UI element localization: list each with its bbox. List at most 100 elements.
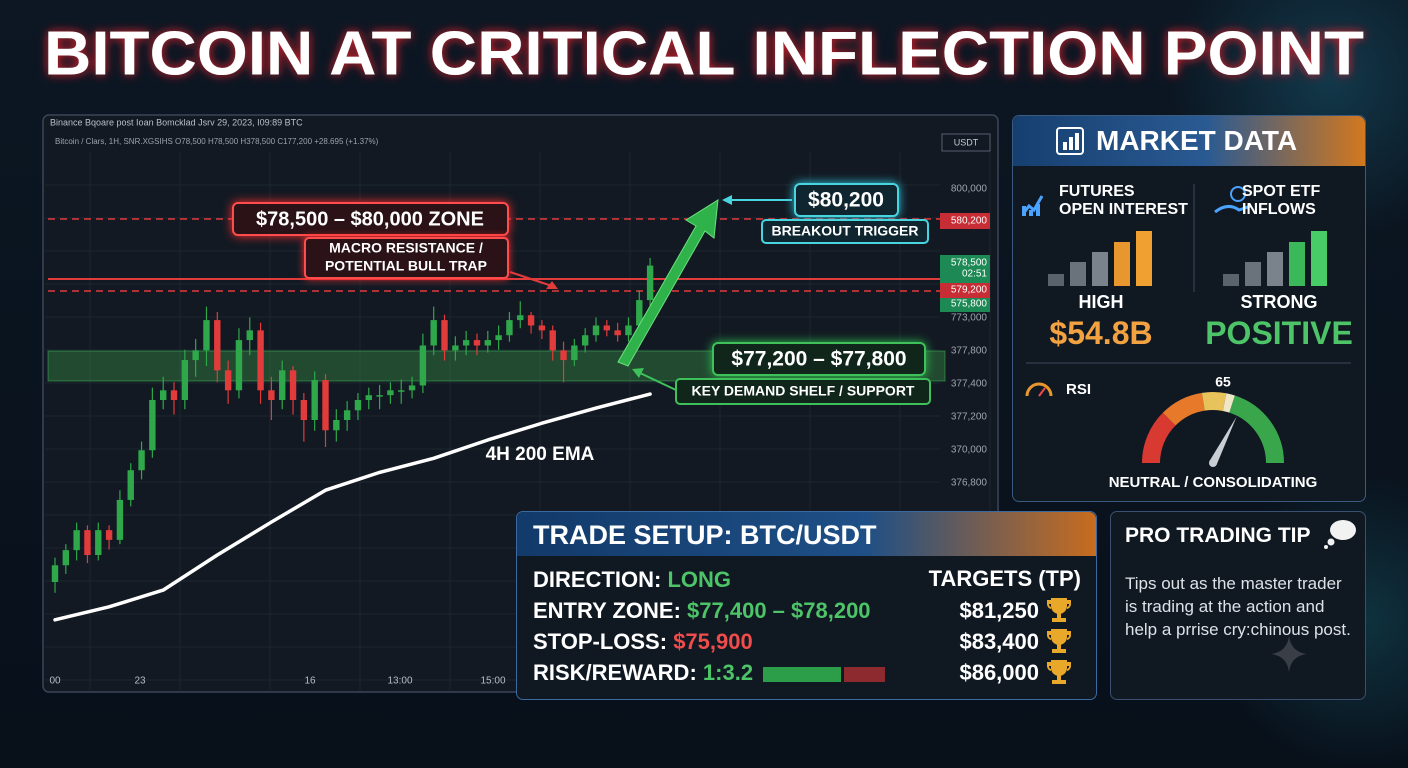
rsi-gauge: [1142, 392, 1284, 467]
candle-body: [333, 420, 340, 431]
candle-body: [203, 320, 210, 351]
breakout-price: $80,200: [808, 189, 884, 212]
time-label: 15:00: [480, 676, 505, 687]
tip-text: Tips out as the master trader is trading…: [1125, 574, 1351, 639]
time-label: 23: [134, 676, 146, 687]
deco-bar: [1114, 242, 1130, 286]
time-label: 00: [49, 676, 61, 687]
candle-body: [517, 315, 524, 321]
rsi-status: NEUTRAL / CONSOLIDATING: [1108, 474, 1318, 491]
candle-body: [279, 370, 286, 401]
market-graphics: 65: [1021, 127, 1351, 467]
zone-label: $78,500 – $80,000 ZONE: [256, 208, 484, 230]
candle-body: [257, 330, 264, 391]
deco-bar: [1092, 252, 1108, 286]
candle-body: [527, 315, 535, 326]
oi-icon: [1029, 210, 1033, 216]
rsi-label: RSI: [1066, 381, 1092, 398]
etf-icon: [1230, 186, 1246, 202]
trade-setup-panel: TRADE SETUP: BTC/USDT DIRECTION: LONG EN…: [516, 511, 1097, 700]
candle-body: [160, 390, 167, 401]
candle-body: [387, 390, 394, 396]
candle-body: [95, 530, 102, 555]
candle-body: [300, 400, 308, 420]
deco-bar: [1267, 252, 1283, 286]
candle-body: [214, 320, 221, 371]
price-tag: [940, 283, 990, 298]
trophies: [1046, 598, 1072, 684]
setup-row: DIRECTION: LONG: [533, 567, 731, 593]
candle-body: [419, 345, 427, 386]
row-value: $77,400 – $78,200: [687, 598, 871, 623]
metric-label: FUTURES: [1059, 183, 1135, 200]
gauge-segment: [1201, 392, 1227, 411]
thought-bubble: [1330, 520, 1356, 540]
candle-body: [603, 325, 611, 331]
candle-body: [138, 450, 145, 471]
price-label: 800,000: [951, 184, 988, 195]
ema-label: 4H 200 EMA: [486, 444, 595, 465]
trophy-icon: [1046, 660, 1072, 684]
panel-title: MARKET DATA: [1096, 125, 1298, 156]
setup-row: RISK/REWARD: 1:3.2: [533, 660, 753, 686]
candle-body: [51, 565, 59, 582]
candle-body: [181, 360, 189, 401]
candle-body: [592, 325, 600, 336]
pointer-arrow-head: [546, 281, 558, 289]
time-label: 16: [304, 676, 316, 687]
row-value: $75,900: [673, 629, 753, 654]
pointer-arrow-head: [722, 195, 732, 205]
candle-body: [224, 370, 232, 391]
metric-value: POSITIVE: [1205, 315, 1353, 351]
target: $86,000: [959, 660, 1039, 685]
time-label: 13:00: [387, 676, 412, 687]
annotation-box: [232, 202, 509, 236]
target: $83,400: [959, 629, 1039, 654]
gauge-segment: [1222, 393, 1235, 413]
deco-bar: [1136, 231, 1152, 286]
deco-bar: [1223, 274, 1239, 286]
candle-body: [560, 350, 567, 361]
candle-body: [268, 390, 275, 401]
candle-body: [484, 340, 491, 346]
deco-bar: [1048, 274, 1064, 286]
market-data-panel: 65 MARKET DATA FUTURES OPEN INTEREST SPO…: [1012, 115, 1366, 502]
candle-body: [581, 335, 589, 346]
candle-body: [192, 350, 199, 361]
candle-body: [365, 395, 372, 401]
price-label: 377,800: [951, 346, 988, 357]
candle-body: [149, 400, 156, 451]
metric-label: OPEN INTEREST: [1059, 201, 1188, 218]
panel-title: TRADE SETUP: BTC/USDT: [533, 520, 877, 550]
trophy-icon: [1046, 598, 1072, 622]
candle-body: [311, 380, 318, 420]
deco-bar: [1245, 262, 1261, 286]
gauge-needle: [1209, 416, 1237, 465]
candle-body: [73, 530, 80, 551]
rr-bar-risk: [844, 667, 885, 682]
price-label: 578,500: [951, 258, 988, 269]
candle-body: [646, 265, 654, 301]
gauge-segment: [1142, 412, 1176, 464]
candle-body: [408, 385, 416, 391]
metric-label: INFLOWS: [1242, 201, 1316, 218]
source-line: Binance Bqoare post Ioan Bomcklad Jsrv 2…: [50, 117, 303, 127]
candle-body: [441, 320, 448, 351]
deco-bar: [1311, 231, 1327, 286]
gauge-segment: [1162, 392, 1206, 426]
candle-body: [452, 345, 459, 351]
targets-title: TARGETS (TP): [928, 566, 1081, 591]
panel-header: [517, 512, 1096, 556]
price-label: 575,800: [951, 299, 988, 310]
gauge-hub: [1209, 459, 1217, 467]
price-label: 377,200: [951, 412, 988, 423]
breakout-label: BREAKOUT TRIGGER: [772, 223, 919, 239]
header-icon: [1056, 127, 1084, 155]
candle-body: [495, 335, 502, 341]
gauge-segment: [1229, 395, 1284, 464]
oi-icon: [1022, 206, 1026, 216]
candle-body: [105, 530, 113, 540]
pointer-arrow: [509, 271, 553, 287]
currency-box: [941, 133, 991, 152]
